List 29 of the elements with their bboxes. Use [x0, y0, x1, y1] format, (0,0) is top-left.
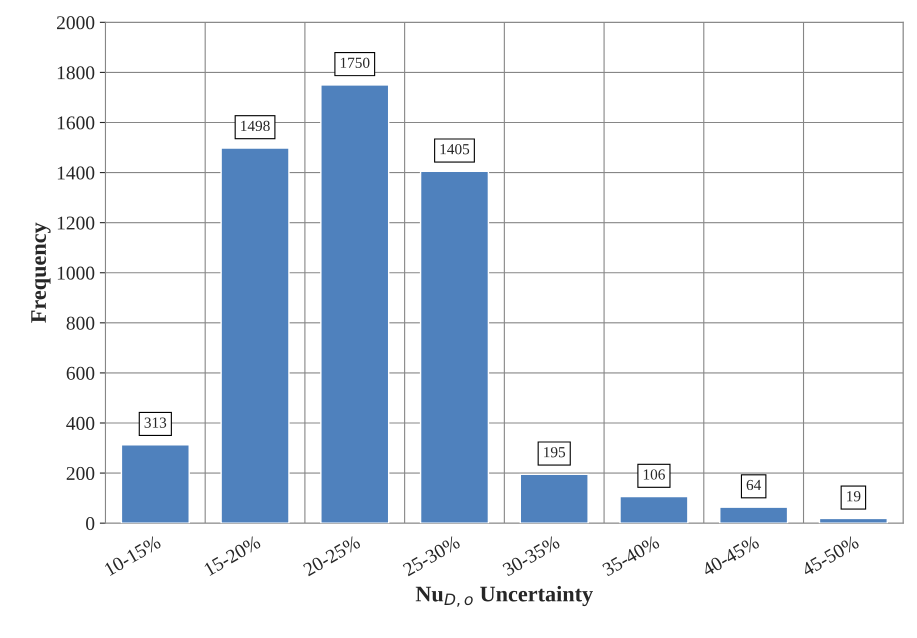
bar: [520, 474, 589, 524]
bar: [220, 147, 290, 524]
data-label: 1498: [241, 120, 270, 132]
y-tick-label: 1000: [58, 266, 94, 280]
x-axis-title: Nu$_{D,o}$ Uncertainty: [416, 586, 593, 607]
y-tick-label: 1800: [58, 66, 94, 80]
y-tick-label: 0: [86, 516, 94, 530]
y-tick-label: 1200: [58, 216, 94, 230]
y-tick-label: 400: [66, 416, 94, 430]
data-label: 1750: [340, 58, 370, 68]
data-label: 313: [144, 418, 166, 428]
bar: [719, 506, 788, 524]
data-label: 64: [746, 480, 762, 490]
bar: [420, 170, 490, 524]
bar: [320, 84, 390, 524]
bar: [619, 496, 689, 524]
y-axis-title: Frequency: [31, 222, 51, 323]
y-tick-label: 2000: [57, 16, 94, 30]
y-tick-label: 1400: [58, 166, 94, 180]
y-tick-label: 600: [66, 366, 94, 380]
y-tick-label: 1600: [58, 116, 94, 130]
bar: [818, 518, 888, 524]
data-label: 19: [847, 491, 860, 502]
y-tick-label: 200: [66, 466, 94, 480]
data-label: 106: [644, 469, 665, 480]
y-tick-label: 800: [66, 316, 94, 330]
data-label: 1405: [440, 144, 470, 154]
data-label: 195: [544, 447, 566, 458]
bar: [120, 444, 190, 524]
